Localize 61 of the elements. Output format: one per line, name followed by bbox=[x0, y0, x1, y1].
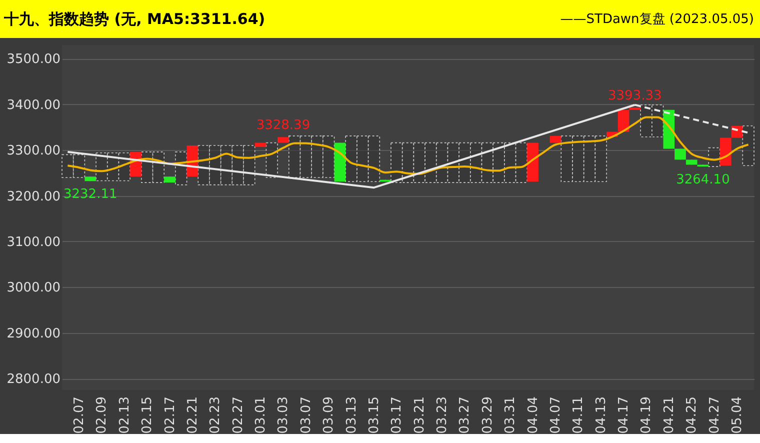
text: 3264.10 bbox=[676, 172, 730, 188]
x-tick-label: 04.13 bbox=[594, 396, 609, 434]
bar bbox=[356, 136, 369, 182]
y-tick-label: 3300.00 bbox=[6, 144, 60, 159]
x-tick-label: 04.19 bbox=[639, 396, 654, 434]
text: 3232.11 bbox=[63, 187, 118, 202]
x-tick-label: 03.27 bbox=[458, 396, 473, 434]
x-tick-label: 04.17 bbox=[616, 396, 632, 434]
bar bbox=[322, 136, 335, 178]
line-series bbox=[66, 116, 750, 175]
x-tick-label: 03.09 bbox=[322, 396, 337, 434]
x-tick-label: 02.13 bbox=[117, 396, 132, 434]
x-tick-label: 02.21 bbox=[185, 396, 200, 434]
bar bbox=[583, 136, 596, 182]
bar bbox=[368, 136, 380, 182]
bar bbox=[594, 136, 607, 182]
chart-title: 十九、指数趋势 (无, MA5:3311.64) bbox=[3, 10, 266, 28]
bar bbox=[288, 136, 301, 178]
x-tick-label: 03.03 bbox=[276, 396, 292, 434]
bar bbox=[742, 125, 754, 166]
bar bbox=[300, 136, 312, 178]
x-tick-label: 04.11 bbox=[571, 396, 586, 434]
x-tick-label: 02.07 bbox=[72, 396, 88, 434]
y-tick-label: 3400.00 bbox=[6, 98, 60, 113]
x-tick-label: 02.17 bbox=[162, 396, 178, 434]
x-tick-label: 05.04 bbox=[730, 396, 745, 434]
bar bbox=[62, 154, 74, 178]
text: 3393.33 bbox=[608, 88, 662, 104]
bar bbox=[243, 145, 256, 186]
x-tick-label: 04.04 bbox=[526, 396, 541, 434]
text: 3328.39 bbox=[256, 118, 310, 134]
bar bbox=[424, 142, 437, 183]
x-tick-label: 03.13 bbox=[344, 396, 360, 434]
bar bbox=[311, 136, 324, 178]
y-tick-label: 3100.00 bbox=[6, 234, 60, 250]
x-tick-label: 03.01 bbox=[254, 396, 269, 434]
x-tick-label: 02.09 bbox=[94, 396, 110, 434]
x-tick-label: 03.17 bbox=[390, 396, 405, 434]
y-tick-label: 3200.00 bbox=[6, 189, 60, 204]
x-tick-label: 04.21 bbox=[662, 396, 677, 434]
x-tick-label: 04.07 bbox=[548, 396, 564, 434]
text: ——STDawn复盘 (2023.05.05) bbox=[560, 12, 754, 27]
y-tick-label: 2800.00 bbox=[6, 372, 60, 388]
x-tick-label: 02.23 bbox=[208, 396, 224, 434]
x-tick-label: 02.27 bbox=[230, 396, 246, 434]
x-tick-label: 04.27 bbox=[707, 396, 722, 434]
y-tick-label: 3000.00 bbox=[6, 280, 60, 296]
x-tick-label: 03.07 bbox=[298, 396, 314, 434]
bar bbox=[515, 142, 528, 183]
x-tick-label: 03.23 bbox=[435, 396, 450, 434]
y-tick-label: 3500.00 bbox=[6, 52, 60, 68]
bar bbox=[345, 136, 358, 182]
x-tick-label: 03.31 bbox=[503, 396, 518, 434]
x-tick-label: 02.15 bbox=[140, 396, 156, 434]
x-tick-label: 04.25 bbox=[684, 396, 700, 434]
x-tick-label: 03.15 bbox=[366, 396, 382, 434]
bar bbox=[560, 136, 573, 182]
x-tick-label: 03.29 bbox=[480, 396, 496, 434]
x-tick-label: 03.21 bbox=[412, 396, 428, 434]
y-tick-label: 2900.00 bbox=[6, 326, 60, 342]
bar bbox=[572, 136, 584, 182]
